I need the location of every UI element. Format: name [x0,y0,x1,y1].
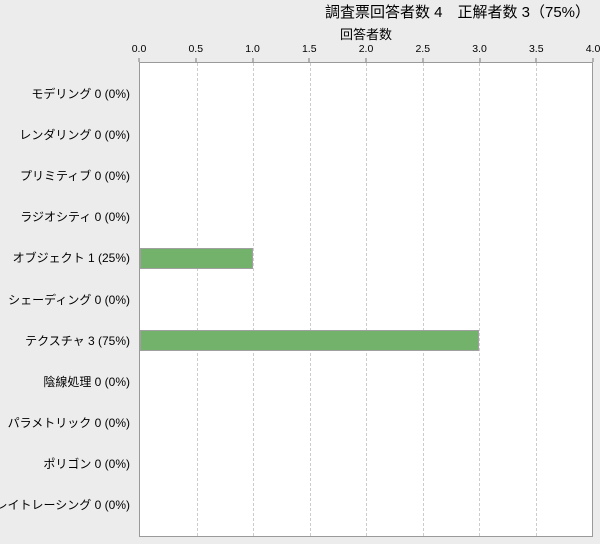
category-label: レイトレーシング 0 (0%) [0,498,130,513]
x-tick-label: 3.0 [472,43,487,55]
category-label-row: 陰線処理 0 (0%) [0,361,130,402]
x-tick-mark [422,58,424,62]
category-axis-labels: モデリング 0 (0%) レンダリング 0 (0%) プリミティブ 0 (0%) ラジ… [0,62,130,537]
category-label: パラメトリック 0 (0%) [7,416,130,431]
category-label-row: レイトレーシング 0 (0%) [0,485,130,526]
x-tick-mark [252,58,253,62]
category-label: オブジェクト 1 (25%) [12,251,130,266]
category-label: レンダリング 0 (0%) [19,127,130,142]
x-tick-label: 1.5 [301,43,317,55]
bar-row [140,443,592,484]
x-tick-label: 2.5 [415,43,431,55]
bar-row [140,402,592,443]
category-label-row: プリミティブ 0 (0%) [0,155,130,196]
category-label-row: モデリング 0 (0%) [0,73,130,114]
x-axis-tick-marks [138,58,594,62]
x-tick-mark [535,58,537,62]
gridline [366,63,367,536]
x-tick-label: 1.0 [245,43,260,55]
x-tick-mark [138,58,140,62]
category-label: プリミティブ 0 (0%) [20,168,130,183]
gridline [196,63,198,536]
x-tick-label: 0.0 [131,43,147,55]
category-label: モデリング 0 (0%) [31,86,130,101]
gridline [309,63,311,536]
x-tick-label: 4.0 [585,43,600,55]
category-label-row: レンダリング 0 (0%) [0,114,130,155]
bar-row [140,197,592,238]
x-tick-mark [365,58,367,62]
category-label: 陰線処理 0 (0%) [43,374,130,389]
category-label: テクスチャ 3 (75%) [25,333,130,348]
x-tick-label: 3.5 [528,43,544,55]
gridline [422,63,424,536]
category-label-row: ラジオシティ 0 (0%) [0,197,130,238]
x-tick-label: 2.0 [358,43,374,55]
bar-row [140,115,592,156]
bar-テクスチャ [140,330,479,351]
bar-row [140,156,592,197]
bar-row [140,74,592,115]
x-tick-label: 0.5 [188,43,204,55]
category-label: シェーディング 0 (0%) [8,292,130,307]
category-label-row: パラメトリック 0 (0%) [0,403,130,444]
gridline [479,63,480,536]
bar-オブジェクト [140,248,253,269]
x-tick-mark [592,58,594,62]
chart-title: 調査票回答者数 4 正解者数 3（75%） [324,4,590,21]
category-label-row: テクスチャ 3 (75%) [0,320,130,361]
x-tick-mark [195,58,197,62]
bar-row [140,320,592,361]
x-axis-title: 回答者数 [339,27,392,42]
category-label: ラジオシティ 0 (0%) [20,210,130,225]
bar-row [140,279,592,320]
x-axis-tick-labels: 0.0 0.5 1.0 1.5 2.0 2.5 3.0 3.5 4.0 [132,43,600,56]
gridlines-layer [140,63,592,536]
x-tick-mark [479,58,480,62]
category-label: ポリゴン 0 (0%) [43,457,130,472]
bar-row [140,238,592,279]
bar-row [140,361,592,402]
x-tick-mark [308,58,310,62]
gridline [535,63,537,536]
category-label-row: シェーディング 0 (0%) [0,279,130,320]
gridline [253,63,254,536]
bars-layer [140,63,592,536]
bar-row [140,484,592,525]
plot-area [139,62,593,537]
category-label-row: ポリゴン 0 (0%) [0,444,130,485]
category-label-row: オブジェクト 1 (25%) [0,238,130,279]
